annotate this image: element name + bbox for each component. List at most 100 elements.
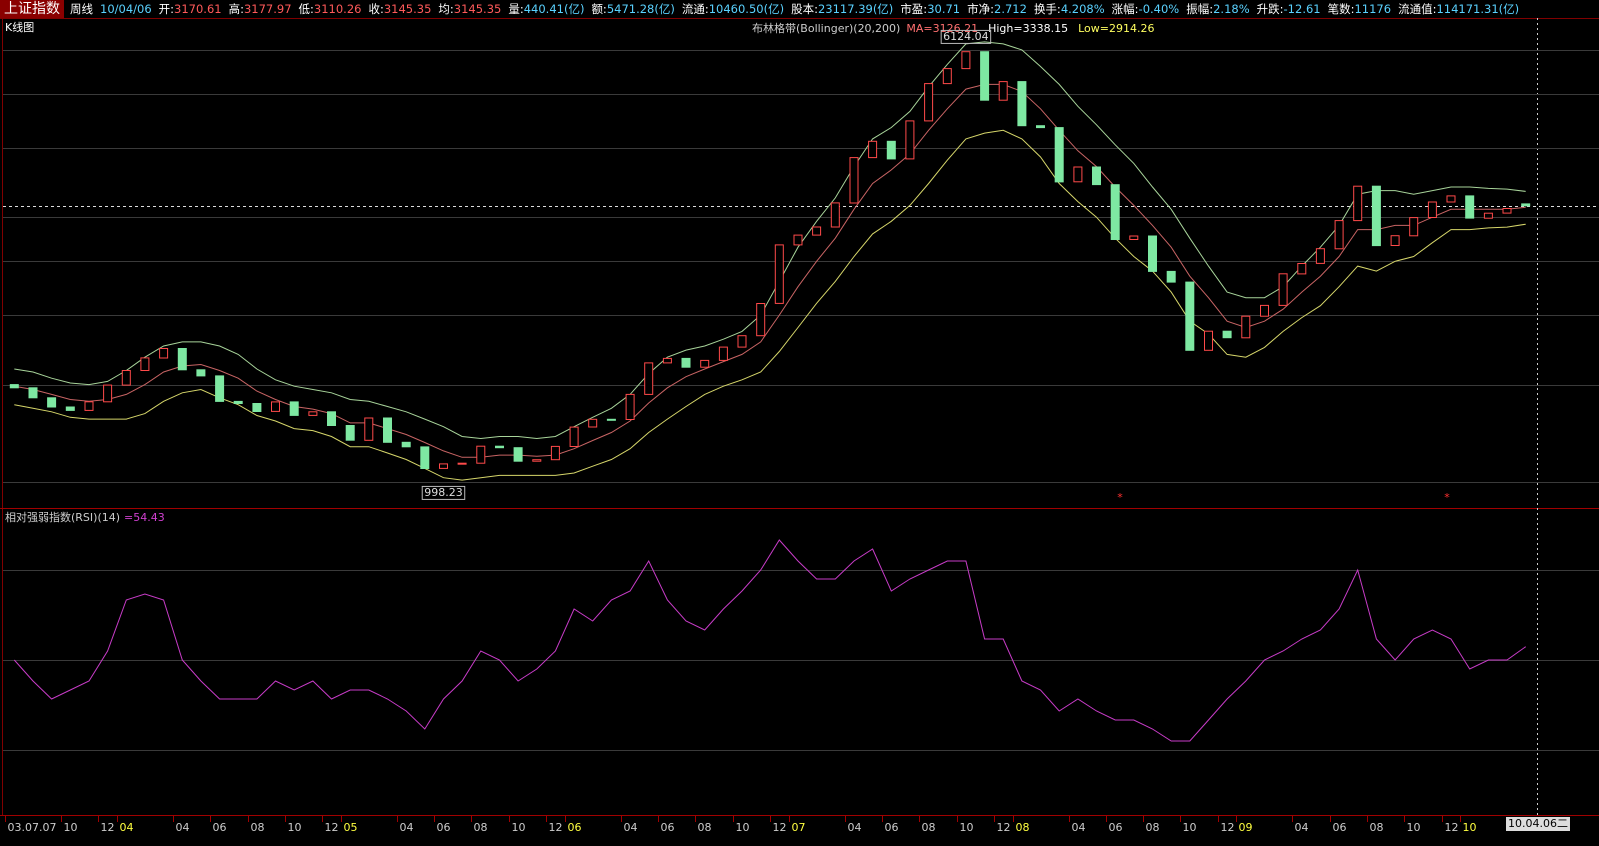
- year-marker: [566, 821, 581, 833]
- panel-title: 相对强弱指数(RSI)(14): [5, 510, 120, 524]
- cursor-date-box: [1506, 817, 1570, 831]
- bollinger-band: [14, 83, 1526, 458]
- quote-label: 收:: [368, 2, 384, 16]
- extreme-box: [421, 485, 466, 500]
- candle-up: [1260, 304, 1269, 317]
- quote-item: 开:3170.61: [159, 1, 222, 17]
- quote-header: 上证指数 周线 10/04/06 开:3170.61 高:3177.97 低:311…: [0, 0, 1599, 18]
- candle-up: [103, 384, 113, 403]
- candle-down: [252, 403, 262, 412]
- x-tick-label: 10: [1463, 821, 1477, 834]
- quote-label: 量:: [508, 2, 524, 16]
- candle-up: [476, 445, 486, 464]
- symbol[interactable]: 上证指数: [0, 0, 64, 18]
- candle-up: [1334, 220, 1344, 250]
- cursor-date: 10.04.06二: [1508, 817, 1568, 830]
- signal-star: *: [1444, 491, 1450, 504]
- candle-up: [1297, 263, 1307, 275]
- quote-label: 低:: [298, 2, 314, 16]
- quote-label: 股本:: [791, 2, 818, 16]
- x-tick-label: 09: [1239, 821, 1253, 834]
- x-tick-label: 04: [624, 821, 638, 834]
- quote-item: 高:3177.97: [229, 1, 292, 17]
- candle-down: [345, 425, 355, 441]
- candle-up: [1129, 235, 1139, 240]
- quote-value: 10460.50(亿): [708, 2, 785, 16]
- candle-up: [942, 68, 952, 85]
- quote-item: 涨幅:-0.40%: [1112, 1, 1180, 17]
- panel-title: K线图: [5, 20, 34, 34]
- candle-up: [588, 418, 598, 428]
- candle-up: [364, 417, 374, 441]
- indicator-value: Low=2914.26: [1078, 22, 1154, 35]
- candle-up: [793, 234, 803, 246]
- quote-value: 4.208%: [1060, 2, 1105, 16]
- x-tick-label: 12: [549, 821, 563, 834]
- candle-up: [1353, 185, 1363, 222]
- candle-down: [401, 441, 411, 448]
- candle-up: [84, 401, 94, 411]
- x-tick-label: 12: [997, 821, 1011, 834]
- date: 10/04/06: [100, 2, 152, 16]
- quote-value: 30.71: [927, 2, 961, 16]
- x-tick-label: 10: [960, 821, 974, 834]
- quote-item: 额:5471.28(亿): [591, 1, 674, 17]
- candle-up: [308, 411, 318, 416]
- quote-value: 114171.31(亿): [1436, 2, 1520, 16]
- rsi-line: [13, 539, 1526, 742]
- quote-item: 量:440.41(亿): [508, 1, 584, 17]
- candle-up: [662, 357, 672, 364]
- quote-item: 均:3145.35: [438, 1, 501, 17]
- quote-value: 2.712: [994, 2, 1027, 16]
- year-marker: [1014, 821, 1029, 833]
- candle-down: [383, 417, 392, 443]
- year-marker: [1237, 821, 1252, 833]
- x-tick-label: 06: [1109, 821, 1123, 834]
- candle-up: [924, 83, 934, 122]
- x-tick-label: 06: [1333, 821, 1347, 834]
- candle-up: [1483, 212, 1493, 219]
- quote-item: 市盈:30.71: [900, 1, 960, 17]
- quote-item: 股本:23117.39(亿): [791, 1, 893, 17]
- x-tick-label: 10: [1407, 821, 1421, 834]
- candle-up: [1204, 330, 1213, 351]
- x-tick-label: 04: [176, 821, 190, 834]
- candle-up: [569, 426, 579, 448]
- candle-down: [215, 375, 225, 402]
- candle-down: [1465, 195, 1475, 219]
- year-marker: [790, 821, 805, 833]
- quote-value: 440.41(亿): [523, 2, 585, 16]
- candle-down: [327, 411, 336, 426]
- candle-up: [1315, 248, 1325, 264]
- candle-up: [700, 359, 710, 368]
- x-tick-label: 10: [512, 821, 526, 834]
- candle-down: [495, 445, 504, 449]
- quote-value: -12.61: [1283, 2, 1321, 16]
- quote-value: 3145.35: [383, 2, 432, 16]
- candle-down: [886, 140, 896, 160]
- quote-label: 涨幅:: [1111, 2, 1139, 16]
- extreme-label: 998.23: [424, 486, 463, 499]
- candle-up: [1502, 208, 1512, 214]
- quote-item: 流通值:114171.31(亿): [1398, 1, 1519, 17]
- year-marker: [118, 821, 133, 833]
- x-tick-label: 04: [120, 821, 134, 834]
- period[interactable]: 周线: [70, 2, 93, 16]
- candle-up: [812, 226, 822, 236]
- candle-down: [1521, 203, 1531, 207]
- candle-up: [961, 51, 971, 70]
- candle-up: [159, 348, 169, 359]
- x-tick-label: 12: [773, 821, 787, 834]
- quote-value: 3145.35: [453, 2, 502, 16]
- quote-label: 换手:: [1033, 2, 1061, 16]
- candle-up: [550, 445, 560, 461]
- candle-down: [196, 369, 206, 377]
- quote-value: 2.18%: [1213, 2, 1250, 16]
- candle-down: [1222, 330, 1232, 339]
- x-tick-label: 10: [1183, 821, 1197, 834]
- candle-down: [9, 384, 19, 389]
- candle-up: [644, 362, 654, 395]
- x-tick-label: 06: [568, 821, 582, 834]
- quote-label: 振幅:: [1186, 2, 1214, 16]
